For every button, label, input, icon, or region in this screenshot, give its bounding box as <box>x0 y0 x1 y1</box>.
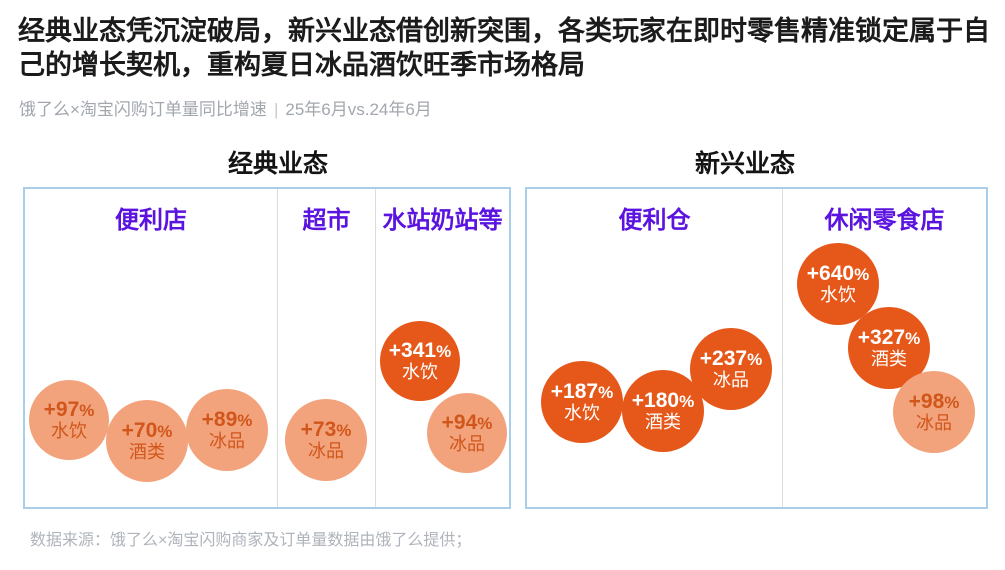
bubble-value: +97% <box>43 397 95 421</box>
bubble-value: +70% <box>121 418 173 442</box>
column-water-milk-station: 水站奶站等 <box>375 189 509 507</box>
column-label: 便利仓 <box>618 207 691 234</box>
page-title: 经典业态凭沉淀破局，新兴业态借创新突围，各类玩家在即时零售精准锁定属于自己的增长… <box>18 16 990 80</box>
column-label: 超市 <box>302 207 351 234</box>
bubble: +98% 冰品 <box>893 371 975 453</box>
bubble-category: 水饮 <box>51 420 87 441</box>
column-snack-shop: 休闲零食店 <box>782 189 986 507</box>
column-convenience-store: 便利店 <box>25 189 277 507</box>
bubble: +187% 水饮 <box>541 361 623 443</box>
bubble-value: +237% <box>699 346 763 370</box>
bubble-category: 冰品 <box>713 369 749 390</box>
bubble-value: +187% <box>550 379 614 403</box>
section-title-classic: 经典业态 <box>228 150 329 178</box>
bubble-value: +73% <box>300 417 352 441</box>
bubble: +640% 水饮 <box>797 243 879 325</box>
bubble-category: 酒类 <box>871 348 907 369</box>
bubble-value: +341% <box>388 338 452 362</box>
bubble-category: 酒类 <box>129 441 165 462</box>
bubble-value: +98% <box>908 389 960 413</box>
bubble: +73% 冰品 <box>285 399 367 481</box>
bubble: +97% 水饮 <box>29 380 109 460</box>
bubble-category: 水饮 <box>402 361 438 382</box>
column-label: 水站奶站等 <box>382 207 503 234</box>
bubble-value: +640% <box>806 261 870 285</box>
bubble-value: +327% <box>857 325 921 349</box>
bubble: +70% 酒类 <box>106 400 188 482</box>
bubble-value: +180% <box>631 388 695 412</box>
bubble-value: +94% <box>441 410 493 434</box>
bubble: +94% 冰品 <box>427 393 507 473</box>
bubble: +180% 酒类 <box>622 370 704 452</box>
bubble-category: 冰品 <box>308 440 344 461</box>
bubble-category: 水饮 <box>564 402 600 423</box>
column-supermarket: 超市 <box>277 189 375 507</box>
section-title-emerging: 新兴业态 <box>695 150 796 178</box>
subtitle-period: 25年6月vs.24年6月 <box>285 100 432 119</box>
bubble-category: 酒类 <box>645 411 681 432</box>
subtitle-separator: | <box>273 100 279 119</box>
bubble-category: 水饮 <box>820 284 856 305</box>
bubble: +237% 冰品 <box>690 328 772 410</box>
bubble-category: 冰品 <box>209 430 245 451</box>
data-source-note: 数据来源：饿了么×淘宝闪购商家及订单量数据由饿了么提供； <box>30 532 472 549</box>
bubble: +89% 冰品 <box>186 389 268 471</box>
column-label: 便利店 <box>115 207 187 234</box>
bubble-category: 冰品 <box>916 412 952 433</box>
column-label: 休闲零食店 <box>824 207 945 234</box>
subtitle-metric: 饿了么×淘宝闪购订单量同比增速 <box>19 100 267 119</box>
bubble-value: +89% <box>201 407 253 431</box>
bubble-category: 冰品 <box>449 433 485 454</box>
page-subtitle: 饿了么×淘宝闪购订单量同比增速 | 25年6月vs.24年6月 <box>19 95 432 120</box>
bubble: +341% 水饮 <box>380 321 460 401</box>
column-convenience-warehouse: 便利仓 <box>527 189 782 507</box>
